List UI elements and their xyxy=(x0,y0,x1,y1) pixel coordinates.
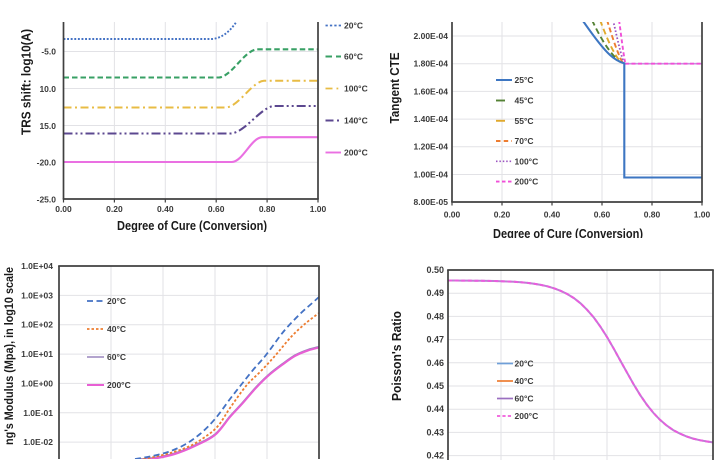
svg-text:0.60: 0.60 xyxy=(208,204,225,214)
svg-text:40°C: 40°C xyxy=(515,376,534,386)
svg-text:0.80: 0.80 xyxy=(644,210,661,220)
svg-text:1.60E-04: 1.60E-04 xyxy=(414,86,449,96)
svg-text:1.00: 1.00 xyxy=(310,204,327,214)
svg-text:0.48: 0.48 xyxy=(426,311,444,321)
svg-text:20°C: 20°C xyxy=(515,359,534,369)
svg-text:1.0E-02: 1.0E-02 xyxy=(23,437,53,447)
svg-text:0.49: 0.49 xyxy=(426,288,444,298)
svg-text:0.40: 0.40 xyxy=(544,210,561,220)
svg-text:60°C: 60°C xyxy=(107,352,126,362)
svg-text:0.46: 0.46 xyxy=(426,358,444,368)
svg-text:0.50: 0.50 xyxy=(426,265,444,275)
svg-text:0.20: 0.20 xyxy=(494,210,511,220)
svg-text:8.00E-05: 8.00E-05 xyxy=(414,197,449,207)
svg-text:TRS shift: log10(A): TRS shift: log10(A) xyxy=(20,29,34,135)
svg-text:-20.0: -20.0 xyxy=(37,157,57,167)
svg-text:60°C: 60°C xyxy=(344,52,363,62)
svg-text:ng's Modulus (Mpa), in log10 s: ng's Modulus (Mpa), in log10 scale xyxy=(2,267,16,445)
svg-text:Tangent CTE: Tangent CTE xyxy=(388,53,402,124)
svg-text:1.80E-04: 1.80E-04 xyxy=(414,59,449,69)
svg-text:1.0E+01: 1.0E+01 xyxy=(21,349,53,359)
svg-text:2.00E-04: 2.00E-04 xyxy=(414,31,449,41)
svg-text:1.0E-01: 1.0E-01 xyxy=(23,408,53,418)
svg-text:200°C: 200°C xyxy=(107,380,131,390)
svg-text:0.43: 0.43 xyxy=(426,427,444,437)
svg-text:0.47: 0.47 xyxy=(426,335,444,345)
svg-text:Poisson's Ratio: Poisson's Ratio xyxy=(390,311,404,401)
svg-text:0.00: 0.00 xyxy=(55,204,72,214)
svg-text:1.40E-04: 1.40E-04 xyxy=(414,114,449,124)
svg-text:0.80: 0.80 xyxy=(259,204,276,214)
svg-text:55°C: 55°C xyxy=(515,116,534,126)
svg-text:200°C: 200°C xyxy=(344,148,368,158)
svg-text:20°C: 20°C xyxy=(344,21,363,31)
svg-text:-5.0: -5.0 xyxy=(41,47,56,57)
svg-text:1.0E+02: 1.0E+02 xyxy=(21,320,53,330)
svg-text:0.00: 0.00 xyxy=(444,210,461,220)
svg-text:200°C: 200°C xyxy=(515,411,539,421)
svg-text:100°C: 100°C xyxy=(515,156,539,166)
svg-text:45°C: 45°C xyxy=(515,96,534,106)
svg-text:40°C: 40°C xyxy=(107,324,126,334)
svg-text:15.0: 15.0 xyxy=(39,121,56,131)
svg-text:10.0: 10.0 xyxy=(39,84,56,94)
svg-text:0.42: 0.42 xyxy=(426,451,444,461)
svg-text:0.20: 0.20 xyxy=(106,204,123,214)
svg-text:1.0E+00: 1.0E+00 xyxy=(21,378,53,388)
svg-text:0.40: 0.40 xyxy=(157,204,174,214)
svg-text:1.00: 1.00 xyxy=(694,210,711,220)
svg-text:1.20E-04: 1.20E-04 xyxy=(414,142,449,152)
svg-text:20°C: 20°C xyxy=(107,296,126,306)
svg-text:60°C: 60°C xyxy=(515,394,534,404)
svg-text:1.0E+03: 1.0E+03 xyxy=(21,290,53,300)
svg-text:-25.0: -25.0 xyxy=(37,195,57,205)
svg-text:0.60: 0.60 xyxy=(594,210,611,220)
svg-text:200°C: 200°C xyxy=(515,177,539,187)
svg-text:0.44: 0.44 xyxy=(426,404,444,414)
svg-text:70°C: 70°C xyxy=(515,136,534,146)
svg-text:140°C: 140°C xyxy=(344,116,368,126)
svg-text:Degree of Cure (Conversion): Degree of Cure (Conversion) xyxy=(117,219,267,233)
svg-text:1.0E+04: 1.0E+04 xyxy=(21,261,53,271)
svg-text:25°C: 25°C xyxy=(515,75,534,85)
svg-text:Degree of Cure (Conversion): Degree of Cure (Conversion) xyxy=(493,227,643,241)
svg-text:1.00E-04: 1.00E-04 xyxy=(414,169,449,179)
svg-text:100°C: 100°C xyxy=(344,84,368,94)
svg-text:0.45: 0.45 xyxy=(426,381,444,391)
